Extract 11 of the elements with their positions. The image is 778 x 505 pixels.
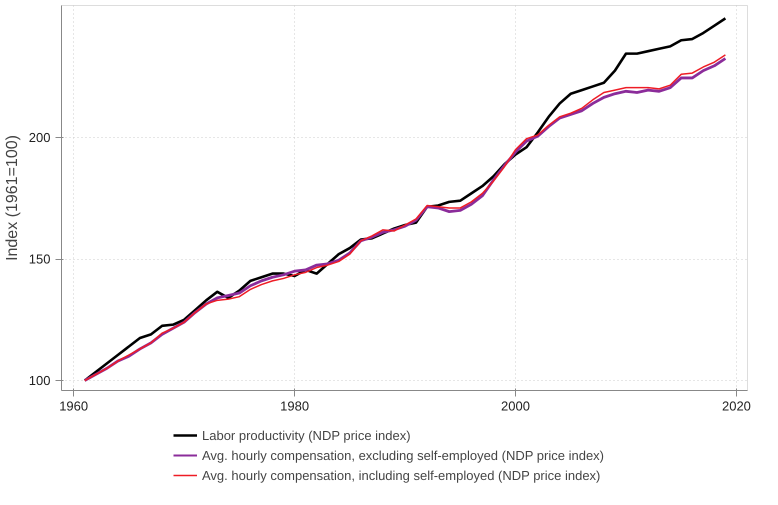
y-axis-title: Index (1961=100) <box>4 135 21 261</box>
legend-label: Avg. hourly compensation, including self-employed (NDP price index) <box>202 467 600 483</box>
x-tick-label: 1980 <box>280 398 310 414</box>
x-tick-label: 1960 <box>59 398 88 414</box>
legend-label: Avg. hourly compensation, excluding self-employed (NDP price index) <box>202 447 604 463</box>
x-tick-label: 2020 <box>722 398 751 414</box>
y-tick-label: 200 <box>28 130 51 145</box>
x-tick-label: 2000 <box>501 398 530 414</box>
y-tick-label: 100 <box>28 373 51 388</box>
legend-label: Labor productivity (NDP price index) <box>202 427 411 443</box>
y-tick-label: 150 <box>28 252 51 267</box>
